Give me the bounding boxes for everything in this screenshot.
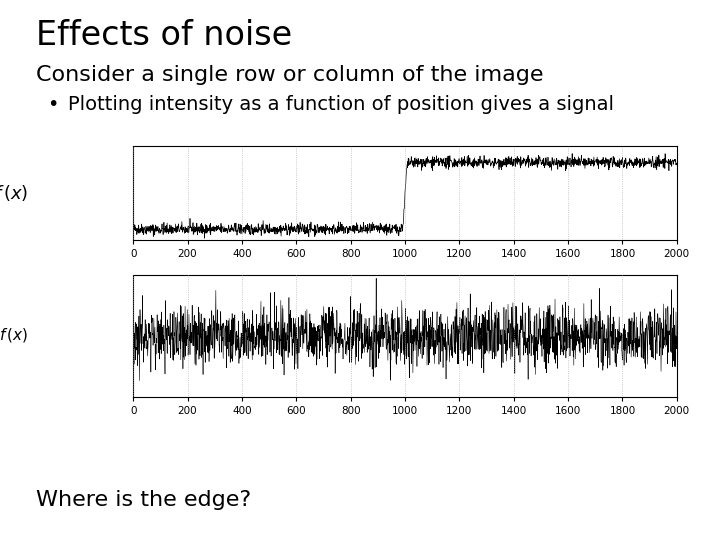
Text: Consider a single row or column of the image: Consider a single row or column of the i…: [36, 65, 544, 85]
Text: Where is the edge?: Where is the edge?: [36, 490, 251, 510]
Text: $f\,(x)$: $f\,(x)$: [0, 183, 29, 203]
Text: •: •: [47, 94, 58, 113]
Text: Effects of noise: Effects of noise: [36, 19, 292, 52]
Text: $\frac{d}{dx}f\,(x)$: $\frac{d}{dx}f\,(x)$: [0, 323, 29, 349]
Text: Plotting intensity as a function of position gives a signal: Plotting intensity as a function of posi…: [68, 94, 614, 113]
